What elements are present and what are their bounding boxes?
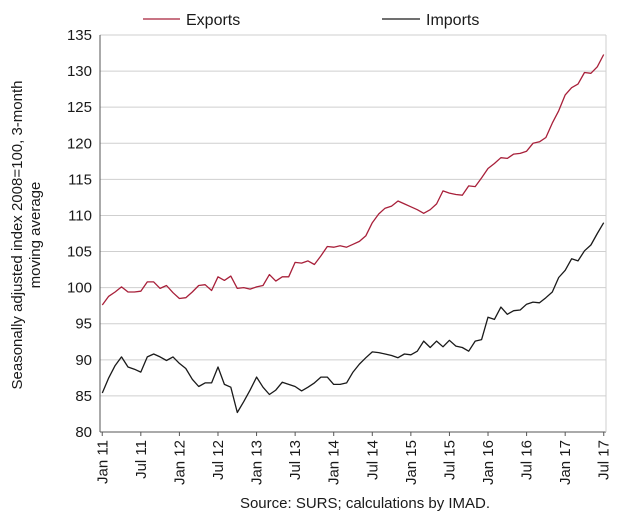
x-tick-label: Jul 12 xyxy=(210,440,227,480)
x-tick-label: Jan 14 xyxy=(326,440,343,485)
y-tick-label: 80 xyxy=(75,424,92,441)
y-tick-label: 85 xyxy=(75,388,92,405)
y-tick-label: 105 xyxy=(67,244,92,261)
x-tick-label: Jul 14 xyxy=(364,440,381,480)
y-tick-label: 95 xyxy=(75,316,92,333)
x-tick-label: Jan 11 xyxy=(94,440,111,484)
tick-labels: 80 85 90 95 100 105 110 115 120 125 130 135 Jan 11 Ju… xyxy=(9,27,613,485)
x-tick-label: Jul 17 xyxy=(596,440,613,480)
y-axis-title: moving average xyxy=(27,182,44,289)
y-tick-label: 110 xyxy=(68,207,92,224)
series-line-exports xyxy=(101,54,605,306)
y-tick-label: 125 xyxy=(67,99,92,116)
y-axis-title: Seasonally adjusted index 2008=100, 3-mo… xyxy=(9,81,26,390)
x-tick-label: Jan 12 xyxy=(171,440,188,485)
x-tick-label: Jan 13 xyxy=(249,440,266,485)
legend-label-exports: Exports xyxy=(186,12,240,29)
y-tick-label: 120 xyxy=(67,135,92,152)
x-tick-label: Jul 15 xyxy=(441,440,458,480)
axes xyxy=(99,35,607,436)
x-tick-label: Jan 15 xyxy=(403,440,420,485)
y-tick-label: 115 xyxy=(68,171,92,188)
y-tick-label: 135 xyxy=(67,27,92,44)
y-tick-label: 90 xyxy=(75,352,92,369)
source-note: Source: SURS; calculations by IMAD. xyxy=(240,495,490,512)
legend: Exports Imports xyxy=(143,12,479,29)
series-lines xyxy=(101,54,605,414)
x-tick-label: Jul 16 xyxy=(519,440,536,480)
x-tick-label: Jul 11 xyxy=(133,440,150,479)
x-tick-label: Jul 13 xyxy=(287,440,304,480)
y-tick-label: 100 xyxy=(67,280,92,297)
x-tick-label: Jan 16 xyxy=(480,440,497,485)
series-line-imports xyxy=(101,222,605,414)
x-tick-label: Jan 17 xyxy=(557,440,574,485)
legend-label-imports: Imports xyxy=(426,12,479,29)
grid-lines xyxy=(100,34,606,397)
y-tick-label: 130 xyxy=(67,63,92,80)
